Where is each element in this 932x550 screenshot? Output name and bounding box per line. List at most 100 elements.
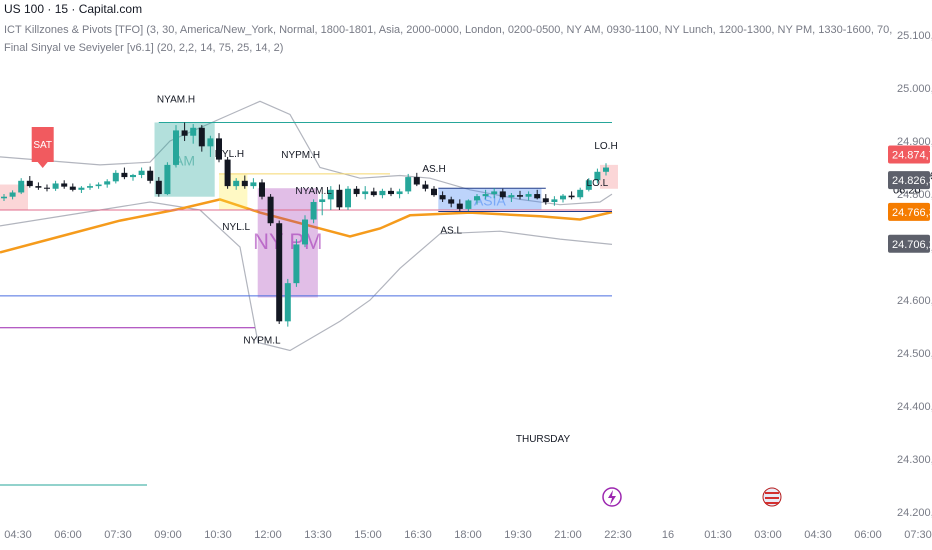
candle-body bbox=[18, 180, 25, 193]
price-tick-label: 25.000,0 bbox=[897, 83, 932, 95]
time-tick-label: 06:00 bbox=[54, 529, 82, 541]
candle-body bbox=[448, 199, 455, 204]
candle-body bbox=[439, 195, 446, 200]
session-label: ASIA bbox=[474, 192, 507, 208]
time-tick-label: 04:30 bbox=[4, 529, 32, 541]
price-tag-text: 24.706,2 bbox=[892, 239, 932, 251]
candle-body bbox=[9, 192, 16, 197]
candle-body bbox=[61, 183, 68, 187]
candle-body bbox=[198, 127, 205, 147]
candle-body bbox=[379, 190, 386, 196]
candle-body bbox=[69, 186, 76, 190]
price-tag[interactable]: 24.874,7 bbox=[888, 145, 932, 164]
time-tick-label: 22:30 bbox=[604, 529, 632, 541]
level-label: NYPM.H bbox=[281, 150, 320, 161]
level-label: NYL.L bbox=[222, 222, 250, 233]
candle-body bbox=[568, 195, 575, 198]
candle-body bbox=[35, 186, 42, 188]
candle-body bbox=[284, 283, 291, 322]
candle-body bbox=[474, 196, 480, 201]
candle-body bbox=[207, 138, 214, 147]
candle-body bbox=[95, 184, 102, 187]
candle-body bbox=[155, 180, 162, 195]
candle-body bbox=[267, 196, 274, 224]
time-axis[interactable]: 04:30 06:00 07:30 09:00 10:30 12:00 13:30 15:00… bbox=[4, 529, 932, 541]
candle-body bbox=[585, 180, 592, 190]
symbol-title[interactable]: US 100 · 15 · Capital.com bbox=[4, 2, 143, 16]
lunch-box bbox=[219, 173, 248, 210]
upper-band bbox=[0, 100, 613, 206]
time-tick-label: 15:00 bbox=[354, 529, 382, 541]
ema-line bbox=[0, 198, 613, 254]
level-label: NYPM.L bbox=[243, 336, 281, 347]
candle-body bbox=[327, 189, 334, 200]
candle-body bbox=[26, 180, 33, 187]
price-tag[interactable]: 24.766,3 bbox=[888, 202, 932, 221]
indicator-legend-killzones[interactable]: ICT Killzones & Pivots [TFO] (3, 30, Ame… bbox=[4, 24, 894, 36]
candle-body bbox=[44, 187, 50, 189]
price-tick-label: 24.200,0 bbox=[897, 507, 932, 519]
candle-body bbox=[482, 194, 489, 197]
candle-body bbox=[508, 195, 515, 198]
candle-body bbox=[1, 196, 7, 199]
price-tag[interactable]: 24.826,3 bbox=[888, 171, 932, 190]
time-tick-label: 12:00 bbox=[254, 529, 282, 541]
pivot-levels bbox=[0, 121, 612, 486]
candle-body bbox=[250, 182, 257, 187]
candle-body bbox=[405, 177, 412, 192]
lower-band bbox=[0, 201, 613, 352]
candle-body bbox=[456, 203, 463, 209]
time-tick-label: 03:00 bbox=[754, 529, 782, 541]
candle-body bbox=[216, 138, 222, 160]
price-tag[interactable]: 24.706,2 bbox=[888, 234, 932, 253]
candle-body bbox=[190, 127, 197, 136]
price-axis[interactable]: 25.100,025.000,024.900,024.800,024.700,0… bbox=[888, 30, 932, 519]
chart-overlay: SAT THURSDAY bbox=[31, 127, 782, 507]
candle-body bbox=[147, 170, 154, 181]
candle-body bbox=[233, 180, 240, 187]
price-tag-bg bbox=[888, 171, 930, 190]
us-flag-stripe bbox=[765, 497, 779, 499]
candle-body bbox=[224, 159, 231, 187]
time-tick-label: 13:30 bbox=[304, 529, 332, 541]
level-label: NYAM.L bbox=[295, 186, 332, 197]
candle-body bbox=[173, 130, 179, 165]
lightning-icon-glyph bbox=[608, 490, 616, 505]
candle-body bbox=[241, 180, 248, 187]
candle-body bbox=[517, 195, 523, 197]
candles bbox=[1, 122, 609, 327]
candle-body bbox=[431, 188, 437, 196]
candle-body bbox=[370, 191, 377, 196]
candle-body bbox=[121, 172, 128, 178]
candle-body bbox=[551, 199, 558, 203]
candle-body bbox=[594, 171, 601, 181]
candle-body bbox=[534, 194, 541, 199]
session-box bbox=[438, 188, 542, 210]
indicator-legend-signals[interactable]: Final Sinyal ve Seviyeler [v6.1] (20, 2,… bbox=[4, 42, 284, 54]
price-tick-label: 24.800,0 bbox=[897, 189, 932, 201]
candle-body bbox=[276, 223, 283, 322]
sell-signal-marker[interactable] bbox=[31, 127, 54, 168]
candle-body bbox=[525, 194, 532, 197]
candle-body bbox=[422, 184, 429, 189]
time-tick-label: 06:00 bbox=[854, 529, 882, 541]
us-flag-stripe bbox=[765, 502, 779, 504]
time-tick-label: 07:30 bbox=[104, 529, 132, 541]
candle-body bbox=[138, 170, 145, 175]
time-tick-label: 16 bbox=[662, 529, 674, 541]
time-tick-label: 10:30 bbox=[204, 529, 232, 541]
candle-body bbox=[353, 188, 360, 195]
candle-body bbox=[130, 174, 136, 178]
time-tick-label: 09:00 bbox=[154, 529, 182, 541]
candle-body bbox=[112, 172, 119, 182]
candle-body bbox=[87, 186, 93, 188]
level-label: AS.H bbox=[422, 164, 445, 175]
session-label: NY PM bbox=[253, 229, 322, 254]
candle-body bbox=[603, 167, 609, 172]
candle-body bbox=[336, 189, 343, 208]
sell-signal-label: SAT bbox=[33, 140, 52, 151]
candle-body bbox=[293, 244, 300, 284]
price-tick-label: 24.400,0 bbox=[897, 401, 932, 413]
us-flag-stripe bbox=[765, 492, 779, 494]
